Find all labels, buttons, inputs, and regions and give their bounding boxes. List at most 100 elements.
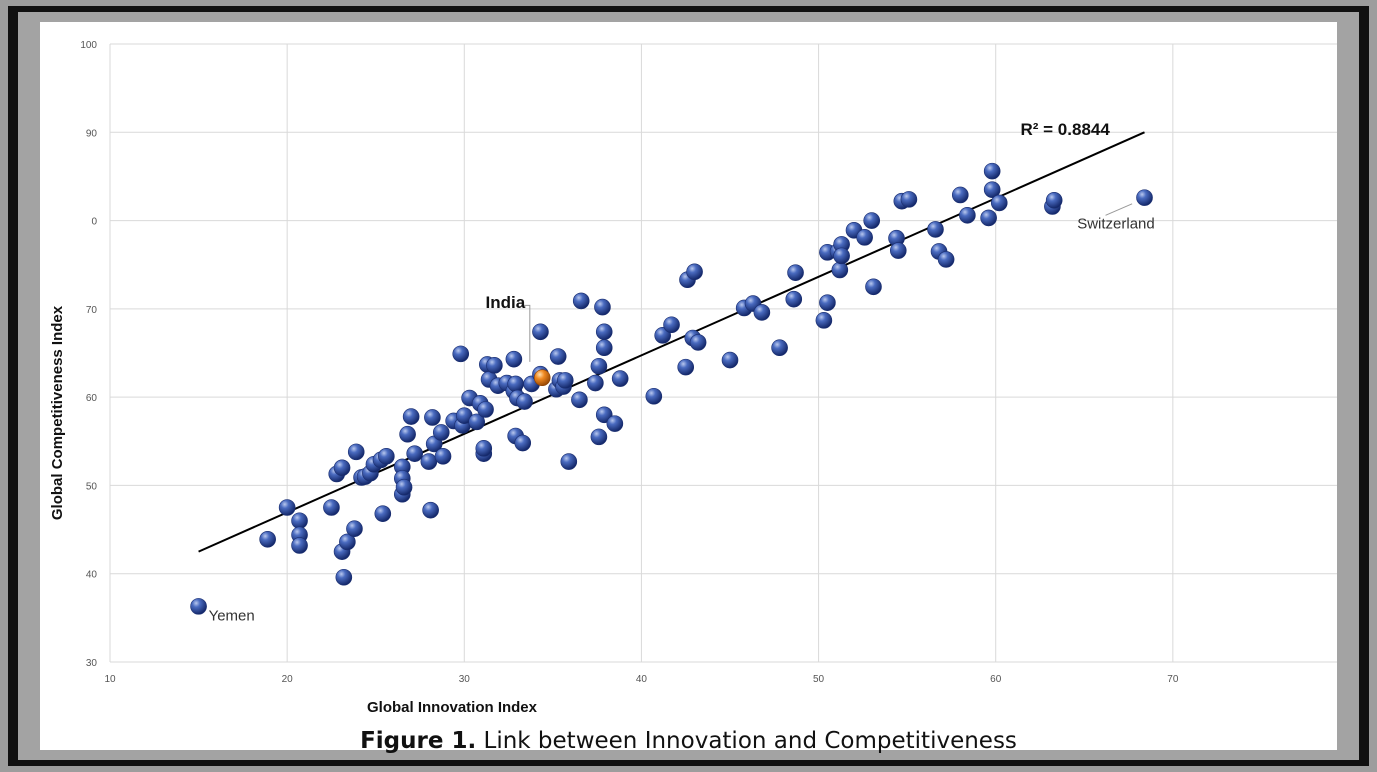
data-point: [424, 409, 441, 426]
x-tick-label: 10: [104, 674, 116, 685]
data-point: [815, 312, 833, 329]
data-point: [420, 453, 438, 470]
data-point: [606, 415, 624, 432]
data-point: [889, 242, 907, 259]
y-tick-label: 100: [80, 40, 97, 51]
y-tick-label: 40: [86, 570, 98, 581]
data-point: [833, 247, 850, 265]
y-tick-label: 70: [86, 305, 98, 316]
data-point: [432, 424, 450, 441]
data-point: [787, 264, 804, 281]
grid-layer: [109, 43, 1337, 663]
data-point: [1136, 189, 1153, 206]
x-tick-label: 50: [813, 674, 825, 685]
annotation-leader: [1105, 203, 1133, 216]
gray-panel: 10203040506070803040506070090100Global I…: [18, 12, 1359, 760]
data-point: [323, 499, 340, 516]
data-point: [927, 221, 944, 238]
data-point: [560, 453, 578, 470]
data-point: [190, 598, 207, 615]
data-point: [505, 350, 523, 368]
data-point: [590, 428, 608, 446]
figure-caption: Figure 1. Link between Innovation and Co…: [40, 728, 1337, 754]
data-point: [346, 520, 363, 537]
data-point: [677, 358, 695, 376]
figure-number: Figure 1.: [360, 728, 477, 754]
figure-sheet: 10203040506070803040506070090100Global I…: [40, 22, 1337, 754]
axis-layer: 10203040506070803040506070090100Global I…: [49, 40, 1179, 716]
x-tick-label: 70: [1167, 674, 1179, 685]
data-point: [686, 263, 703, 281]
annotations-layer: Yemen India Switzerland: [209, 203, 1155, 624]
data-point: [486, 357, 503, 374]
data-point: [831, 261, 849, 279]
data-point: [587, 374, 604, 392]
data-point: [406, 445, 423, 462]
data-point: [937, 251, 955, 268]
data-point: [516, 393, 533, 410]
data-point: [347, 443, 365, 461]
data-point: [572, 292, 590, 310]
x-tick-label: 20: [282, 674, 294, 685]
data-point: [1045, 191, 1063, 209]
data-point: [951, 186, 969, 204]
y-tick-label: 30: [86, 658, 98, 669]
scatter-chart: 10203040506070803040506070090100Global I…: [49, 40, 1337, 716]
data-point: [689, 334, 707, 351]
data-point: [402, 408, 420, 425]
data-point: [959, 206, 976, 224]
data-point: [663, 316, 680, 334]
data-point: [374, 505, 392, 522]
data-point: [468, 413, 485, 431]
data-point: [532, 323, 549, 341]
annotation-label: Yemen: [209, 607, 255, 624]
r-squared-label: R² = 0.8844: [1021, 120, 1111, 139]
x-tick-label: 60: [990, 674, 1002, 685]
data-point: [291, 512, 308, 530]
data-point: [477, 401, 494, 418]
annotation-label: Switzerland: [1077, 216, 1155, 233]
figure-title: Link between Innovation and Competitiven…: [483, 728, 1017, 754]
data-point: [785, 290, 803, 308]
data-point: [278, 499, 296, 516]
x-axis-title: Global Innovation Index: [367, 699, 538, 716]
y-tick-label: 90: [86, 128, 98, 139]
data-point: [990, 194, 1008, 212]
data-point: [335, 568, 353, 586]
x-tick-label: 30: [459, 674, 471, 685]
data-point: [507, 375, 524, 393]
data-point: [549, 348, 567, 365]
data-point: [399, 425, 416, 443]
data-point: [514, 434, 532, 452]
data-point: [434, 447, 452, 465]
data-point: [475, 440, 493, 457]
data-point: [721, 351, 739, 369]
annotation-leader: [522, 304, 531, 362]
data-point: [291, 537, 308, 554]
data-point: [595, 339, 613, 357]
data-point: [983, 181, 1001, 198]
data-point: [259, 530, 276, 548]
data-point: [819, 294, 836, 311]
y-axis-title: Global Competitiveness Index: [49, 305, 66, 520]
data-point: [395, 478, 413, 496]
data-point: [378, 447, 395, 465]
data-point: [422, 501, 439, 519]
trendline: [198, 131, 1145, 553]
data-point: [556, 372, 574, 389]
data-point: [645, 387, 663, 405]
data-point: [339, 533, 356, 551]
data-point-highlighted: [533, 369, 551, 387]
data-point: [595, 323, 613, 341]
inner-border: 10203040506070803040506070090100Global I…: [8, 6, 1369, 766]
data-point: [863, 212, 881, 229]
data-point: [333, 459, 351, 477]
data-point: [983, 162, 1001, 180]
annotation-label: India: [486, 293, 526, 312]
data-point: [980, 209, 997, 227]
y-tick-label: 60: [86, 393, 98, 404]
data-point: [753, 304, 771, 321]
data-point: [571, 391, 588, 409]
data-point: [590, 357, 608, 375]
